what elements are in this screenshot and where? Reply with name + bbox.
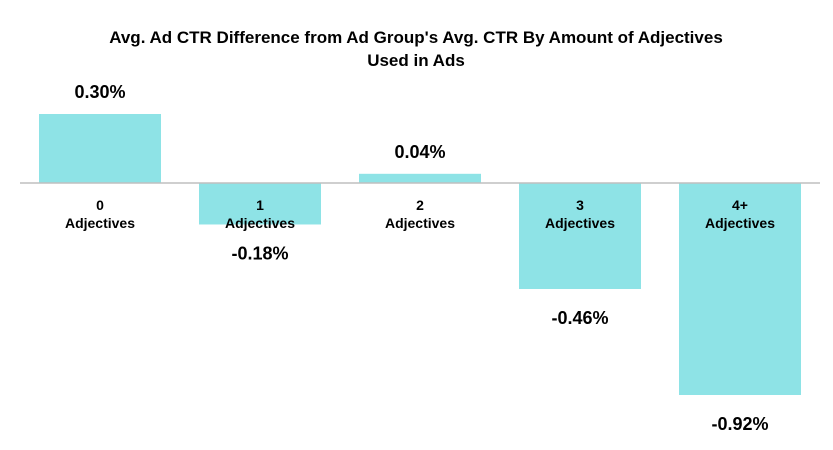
value-label-1: -0.18% (231, 243, 288, 263)
value-label-2: 0.04% (394, 142, 445, 162)
category-label-4-line-1: 4+ (732, 197, 748, 213)
bar-4 (679, 183, 801, 395)
value-label-0: 0.30% (74, 82, 125, 102)
category-label-3-line-2: Adjectives (545, 215, 615, 231)
category-label-3-line-1: 3 (576, 197, 584, 213)
bar-1 (199, 183, 321, 225)
category-label-0-line-1: 0 (96, 197, 104, 213)
chart-title-line-2: Used in Ads (367, 51, 465, 70)
category-label-0-line-2: Adjectives (65, 215, 135, 231)
category-label-1-line-1: 1 (256, 197, 264, 213)
category-label-1-line-2: Adjectives (225, 215, 295, 231)
value-label-4: -0.92% (711, 414, 768, 434)
category-label-2-line-1: 2 (416, 197, 424, 213)
category-label-4-line-2: Adjectives (705, 215, 775, 231)
value-label-3: -0.46% (551, 308, 608, 328)
plot-area: 0 Adjectives 0.30% 1 Adjectives -0.18% 2 Adject… (20, 82, 820, 434)
category-label-2-line-2: Adjectives (385, 215, 455, 231)
bar-2 (359, 173, 481, 183)
bar-0 (39, 114, 161, 183)
chart-title-line-1: Avg. Ad CTR Difference from Ad Group's A… (109, 28, 723, 47)
bar-3 (519, 183, 641, 289)
